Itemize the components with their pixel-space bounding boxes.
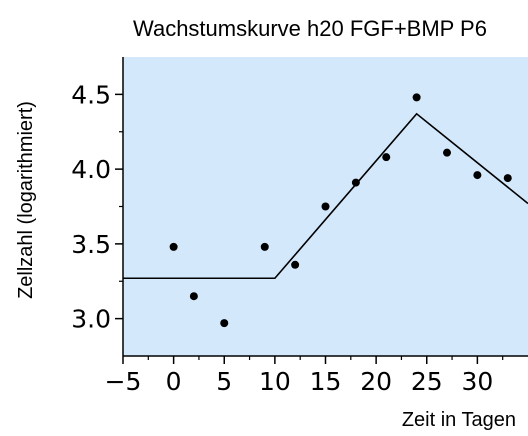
data-point <box>412 93 421 102</box>
y-axis-label: Zellzahl (logarithmiert) <box>15 101 37 299</box>
data-point <box>291 260 300 269</box>
data-point <box>321 202 330 211</box>
fit-line <box>123 112 528 280</box>
data-point <box>189 292 198 301</box>
x-tick-label: −5 <box>105 367 142 396</box>
chart-axes: 3.0 3.5 4.0 4.5 −5 0 5 10 15 20 25 30 <box>71 57 528 396</box>
y-tick-label: 4.5 <box>71 80 111 109</box>
x-tick-label: 20 <box>360 367 392 396</box>
data-point <box>503 174 512 183</box>
data-point <box>473 171 482 180</box>
x-tick-label: 25 <box>411 367 443 396</box>
data-point <box>169 242 178 251</box>
x-tick-label: 10 <box>259 367 291 396</box>
x-tick-label: 15 <box>310 367 342 396</box>
data-point <box>443 148 451 157</box>
data-point <box>220 319 229 328</box>
x-tick-label: 30 <box>461 367 493 396</box>
y-tick-label: 4.0 <box>71 155 111 184</box>
x-axis-label: Zeit in Tagen <box>402 409 516 431</box>
chart-title: Wachstumskurve h20 FGF+BMP P6 <box>133 16 487 41</box>
chart-marks <box>123 93 528 328</box>
data-point <box>351 178 360 187</box>
data-point <box>382 153 391 162</box>
x-tick-label: 0 <box>166 367 182 396</box>
x-tick-label: 5 <box>216 367 232 396</box>
y-tick-label: 3.5 <box>71 230 111 259</box>
data-point <box>260 242 269 251</box>
y-tick-label: 3.0 <box>71 305 111 334</box>
